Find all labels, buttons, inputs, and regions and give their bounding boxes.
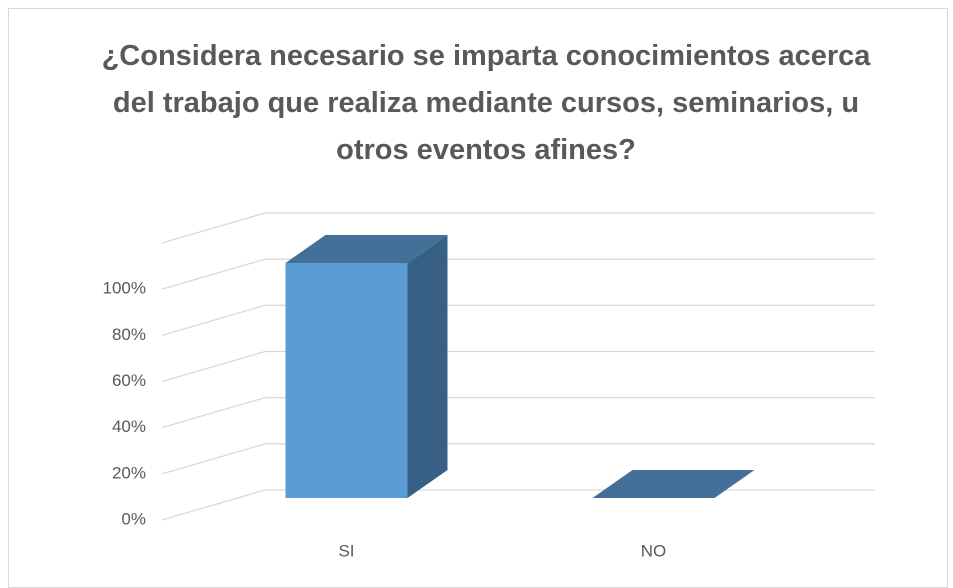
bar-top <box>592 470 755 498</box>
bar-side <box>407 235 448 498</box>
grid-line <box>161 258 875 290</box>
bar-front <box>285 263 408 498</box>
grid-line <box>161 443 875 475</box>
chart-title: ¿Considera necesario se imparta conocimi… <box>101 40 871 166</box>
grid-line <box>161 304 875 336</box>
bar-top <box>285 235 448 263</box>
y-tick-label: 100% <box>103 279 146 298</box>
grid-line <box>161 212 875 244</box>
y-tick-label: 60% <box>112 371 146 390</box>
grid-line <box>161 397 875 429</box>
grid-line <box>161 489 875 521</box>
y-tick-label: 40% <box>112 417 146 436</box>
y-tick-label: 80% <box>112 325 146 344</box>
y-tick-label: 0% <box>121 509 146 528</box>
grid-line <box>161 350 875 383</box>
x-tick-label: NO <box>641 541 667 560</box>
y-tick-label: 20% <box>112 463 146 482</box>
x-tick-label: SI <box>338 541 354 560</box>
